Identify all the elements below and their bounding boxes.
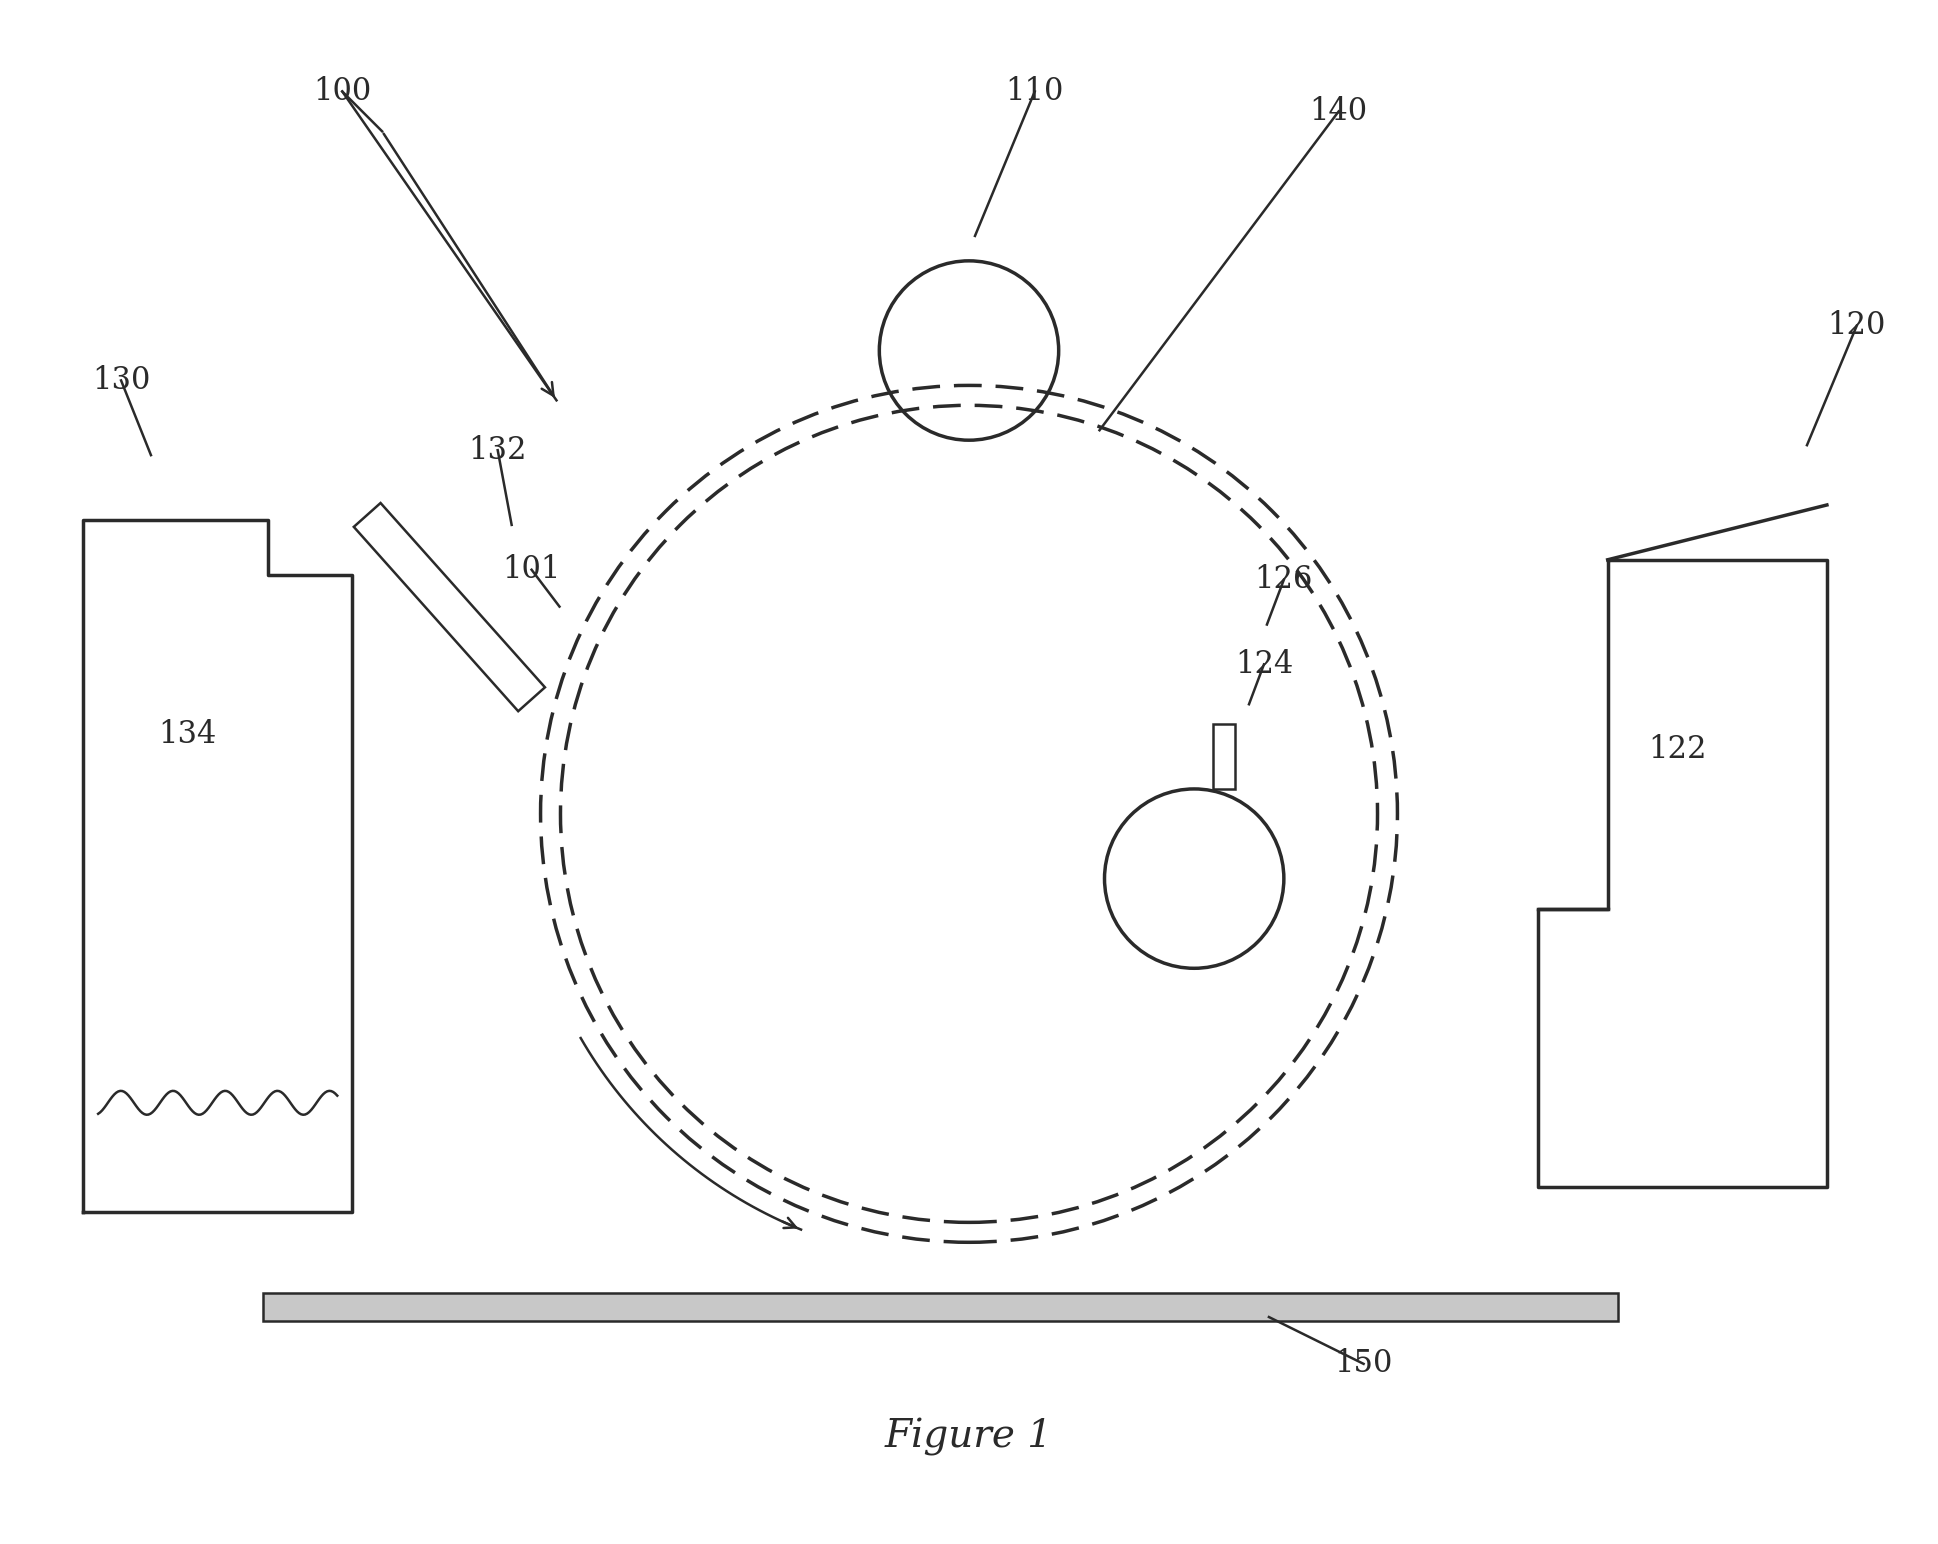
Text: 122: 122 (1647, 733, 1707, 764)
Text: 100: 100 (314, 76, 372, 107)
Bar (1213, 724, 1235, 789)
Text: 124: 124 (1235, 648, 1293, 679)
FancyBboxPatch shape (262, 1294, 1618, 1322)
Text: 134: 134 (159, 718, 217, 750)
Text: 150: 150 (1335, 1348, 1393, 1379)
Text: 120: 120 (1828, 310, 1886, 341)
Text: 101: 101 (502, 554, 560, 585)
Text: 132: 132 (469, 435, 527, 466)
Text: Figure 1: Figure 1 (886, 1417, 1052, 1456)
Text: 130: 130 (91, 364, 151, 395)
Text: 110: 110 (1006, 76, 1064, 107)
Text: 140: 140 (1310, 96, 1368, 127)
Text: 126: 126 (1254, 564, 1314, 594)
